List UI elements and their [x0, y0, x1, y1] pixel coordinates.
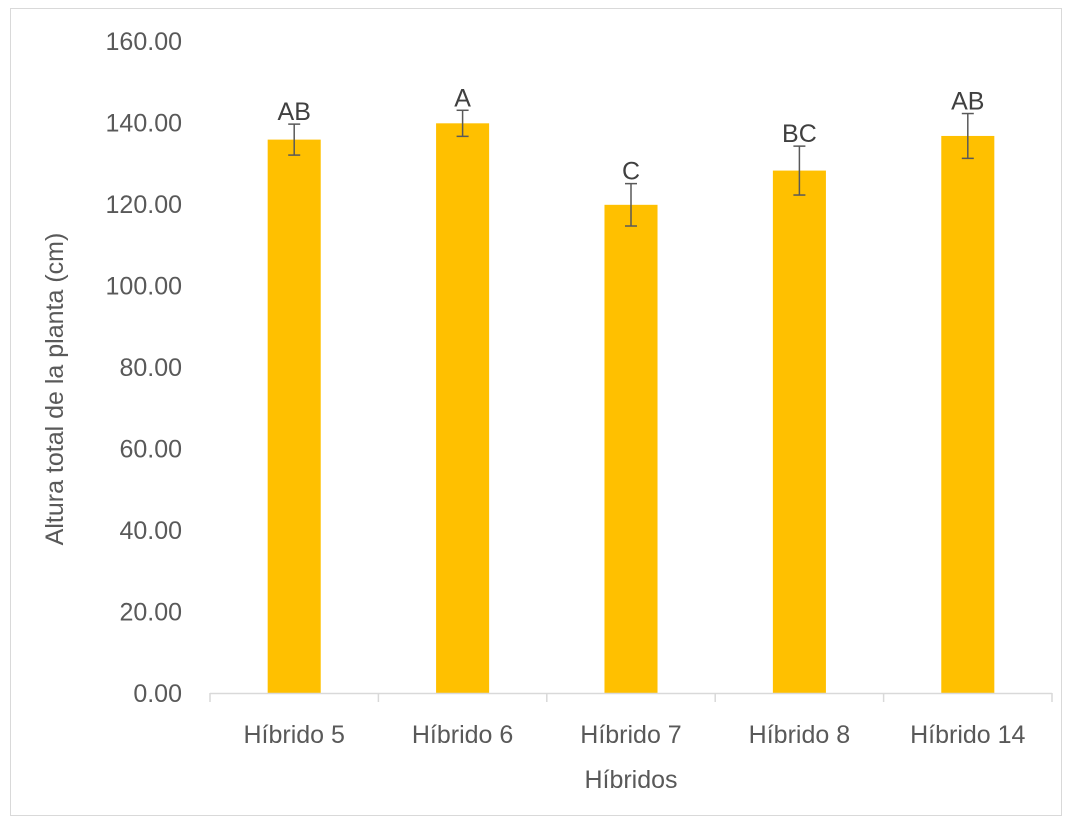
x-tick-label: Híbrido 6 [412, 721, 513, 749]
error-bars [288, 109, 974, 227]
data-label: C [622, 158, 640, 186]
bar [267, 139, 321, 694]
x-axis-title: Híbridos [584, 766, 677, 794]
y-tick-label: 120.00 [106, 191, 182, 219]
bar [772, 170, 826, 693]
data-label: A [454, 84, 471, 112]
y-tick-label: 60.00 [119, 436, 182, 464]
bar [436, 123, 490, 693]
data-label: AB [951, 88, 984, 116]
x-tick-label: Híbrido 5 [243, 721, 344, 749]
data-labels: AB A C BC AB [278, 84, 985, 185]
chart-area [10, 8, 1062, 816]
bar [941, 135, 995, 693]
bar [604, 204, 658, 693]
y-tick-label: 160.00 [106, 28, 182, 56]
x-axis-ticks: Híbrido 5 Híbrido 6 Híbrido 7 Híbrido 8 Híbr… [209, 693, 1053, 749]
x-tick-label: Híbrido 8 [749, 721, 850, 749]
data-label: AB [278, 98, 311, 126]
y-tick-label: 100.00 [106, 273, 182, 301]
y-tick-label: 20.00 [119, 599, 182, 627]
y-axis-title: Altura total de la planta (cm) [41, 233, 69, 546]
y-tick-label: 140.00 [106, 110, 182, 138]
bar-series [267, 123, 995, 694]
y-axis-ticks: 0.00 20.00 40.00 60.00 80.00 100.00 120.00 140.… [106, 28, 182, 708]
x-tick-label: Híbrido 14 [910, 721, 1025, 749]
y-tick-label: 40.00 [119, 517, 182, 545]
y-tick-label: 80.00 [119, 354, 182, 382]
x-tick-label: Híbrido 7 [580, 721, 681, 749]
data-label: BC [782, 120, 817, 148]
y-tick-label: 0.00 [133, 680, 182, 708]
